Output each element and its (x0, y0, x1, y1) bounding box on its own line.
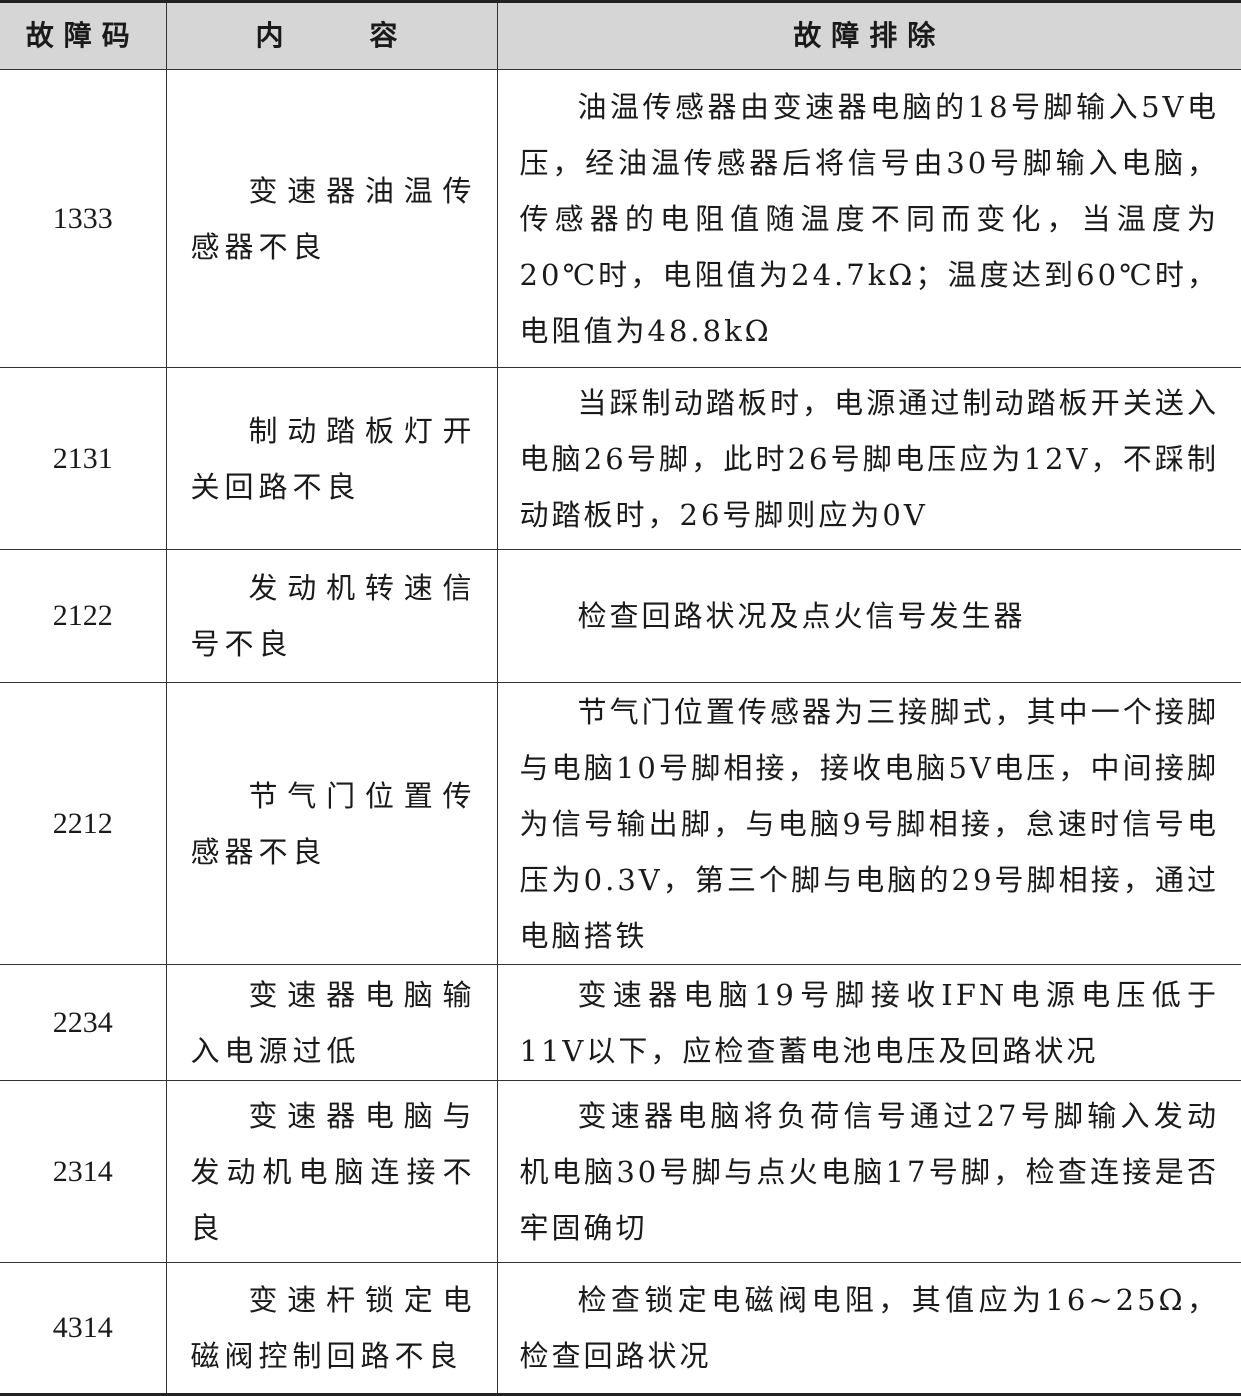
troubleshooting-cell: 油温传感器由变速器电脑的18号脚输入5V电压，经油温传感器后将信号由30号脚输入… (496, 69, 1241, 368)
content-cell: 变速器电脑与发动机电脑连接不良 (165, 1080, 498, 1263)
content-cell: 变速器电脑输入电源过低 (165, 964, 498, 1081)
fault-code-cell: 2314 (0, 1080, 167, 1263)
content-cell: 变速器油温传感器不良 (165, 69, 498, 368)
table-row: 2314 变速器电脑与发动机电脑连接不良 变速器电脑将负荷信号通过27号脚输入发动机… (0, 1080, 1241, 1263)
troubleshooting-cell: 变速器电脑将负荷信号通过27号脚输入发动机电脑30号脚与点火电脑17号脚，检查连… (496, 1080, 1241, 1263)
troubleshooting-cell: 变速器电脑19号脚接收IFN电源电压低于11V以下，应检查蓄电池电压及回路状况 (496, 964, 1241, 1081)
fault-code-cell: 2212 (0, 682, 167, 965)
table-row: 2122 发动机转速信号不良 检查回路状况及点火信号发生器 (0, 549, 1241, 683)
content-cell: 制动踏板灯开关回路不良 (165, 367, 498, 550)
table-row: 2212 节气门位置传感器不良 节气门位置传感器为三接脚式，其中一个接脚与电脑10号… (0, 682, 1241, 965)
header-row: 故障码 内 容 故障排除 (0, 1, 1241, 70)
fault-code-cell: 2234 (0, 964, 167, 1081)
fault-code-cell: 2122 (0, 549, 167, 683)
content-cell: 变速杆锁定电磁阀控制回路不良 (165, 1262, 498, 1395)
table-row: 4314 变速杆锁定电磁阀控制回路不良 检查锁定电磁阀电阻，其值应为16~25Ω，检… (0, 1262, 1241, 1395)
content-cell: 发动机转速信号不良 (165, 549, 498, 683)
header-fault-code: 故障码 (0, 1, 167, 70)
header-troubleshooting: 故障排除 (496, 1, 1241, 70)
table-row: 2234 变速器电脑输入电源过低 变速器电脑19号脚接收IFN电源电压低于11V以下… (0, 964, 1241, 1081)
fault-code-cell: 4314 (0, 1262, 167, 1395)
troubleshooting-cell: 当踩制动踏板时，电源通过制动踏板开关送入电脑26号脚，此时26号脚电压应为12V… (496, 367, 1241, 550)
troubleshooting-cell: 节气门位置传感器为三接脚式，其中一个接脚与电脑10号脚相接，接收电脑5V电压，中… (496, 682, 1241, 965)
content-cell: 节气门位置传感器不良 (165, 682, 498, 965)
fault-code-cell: 1333 (0, 69, 167, 368)
header-content: 内 容 (165, 1, 498, 70)
troubleshooting-cell: 检查回路状况及点火信号发生器 (496, 549, 1241, 683)
table-row: 2131 制动踏板灯开关回路不良 当踩制动踏板时，电源通过制动踏板开关送入电脑26号… (0, 367, 1241, 550)
fault-code-cell: 2131 (0, 367, 167, 550)
table-row: 1333 变速器油温传感器不良 油温传感器由变速器电脑的18号脚输入5V电压，经油温… (0, 69, 1241, 368)
troubleshooting-cell: 检查锁定电磁阀电阻，其值应为16~25Ω，检查回路状况 (496, 1262, 1241, 1395)
